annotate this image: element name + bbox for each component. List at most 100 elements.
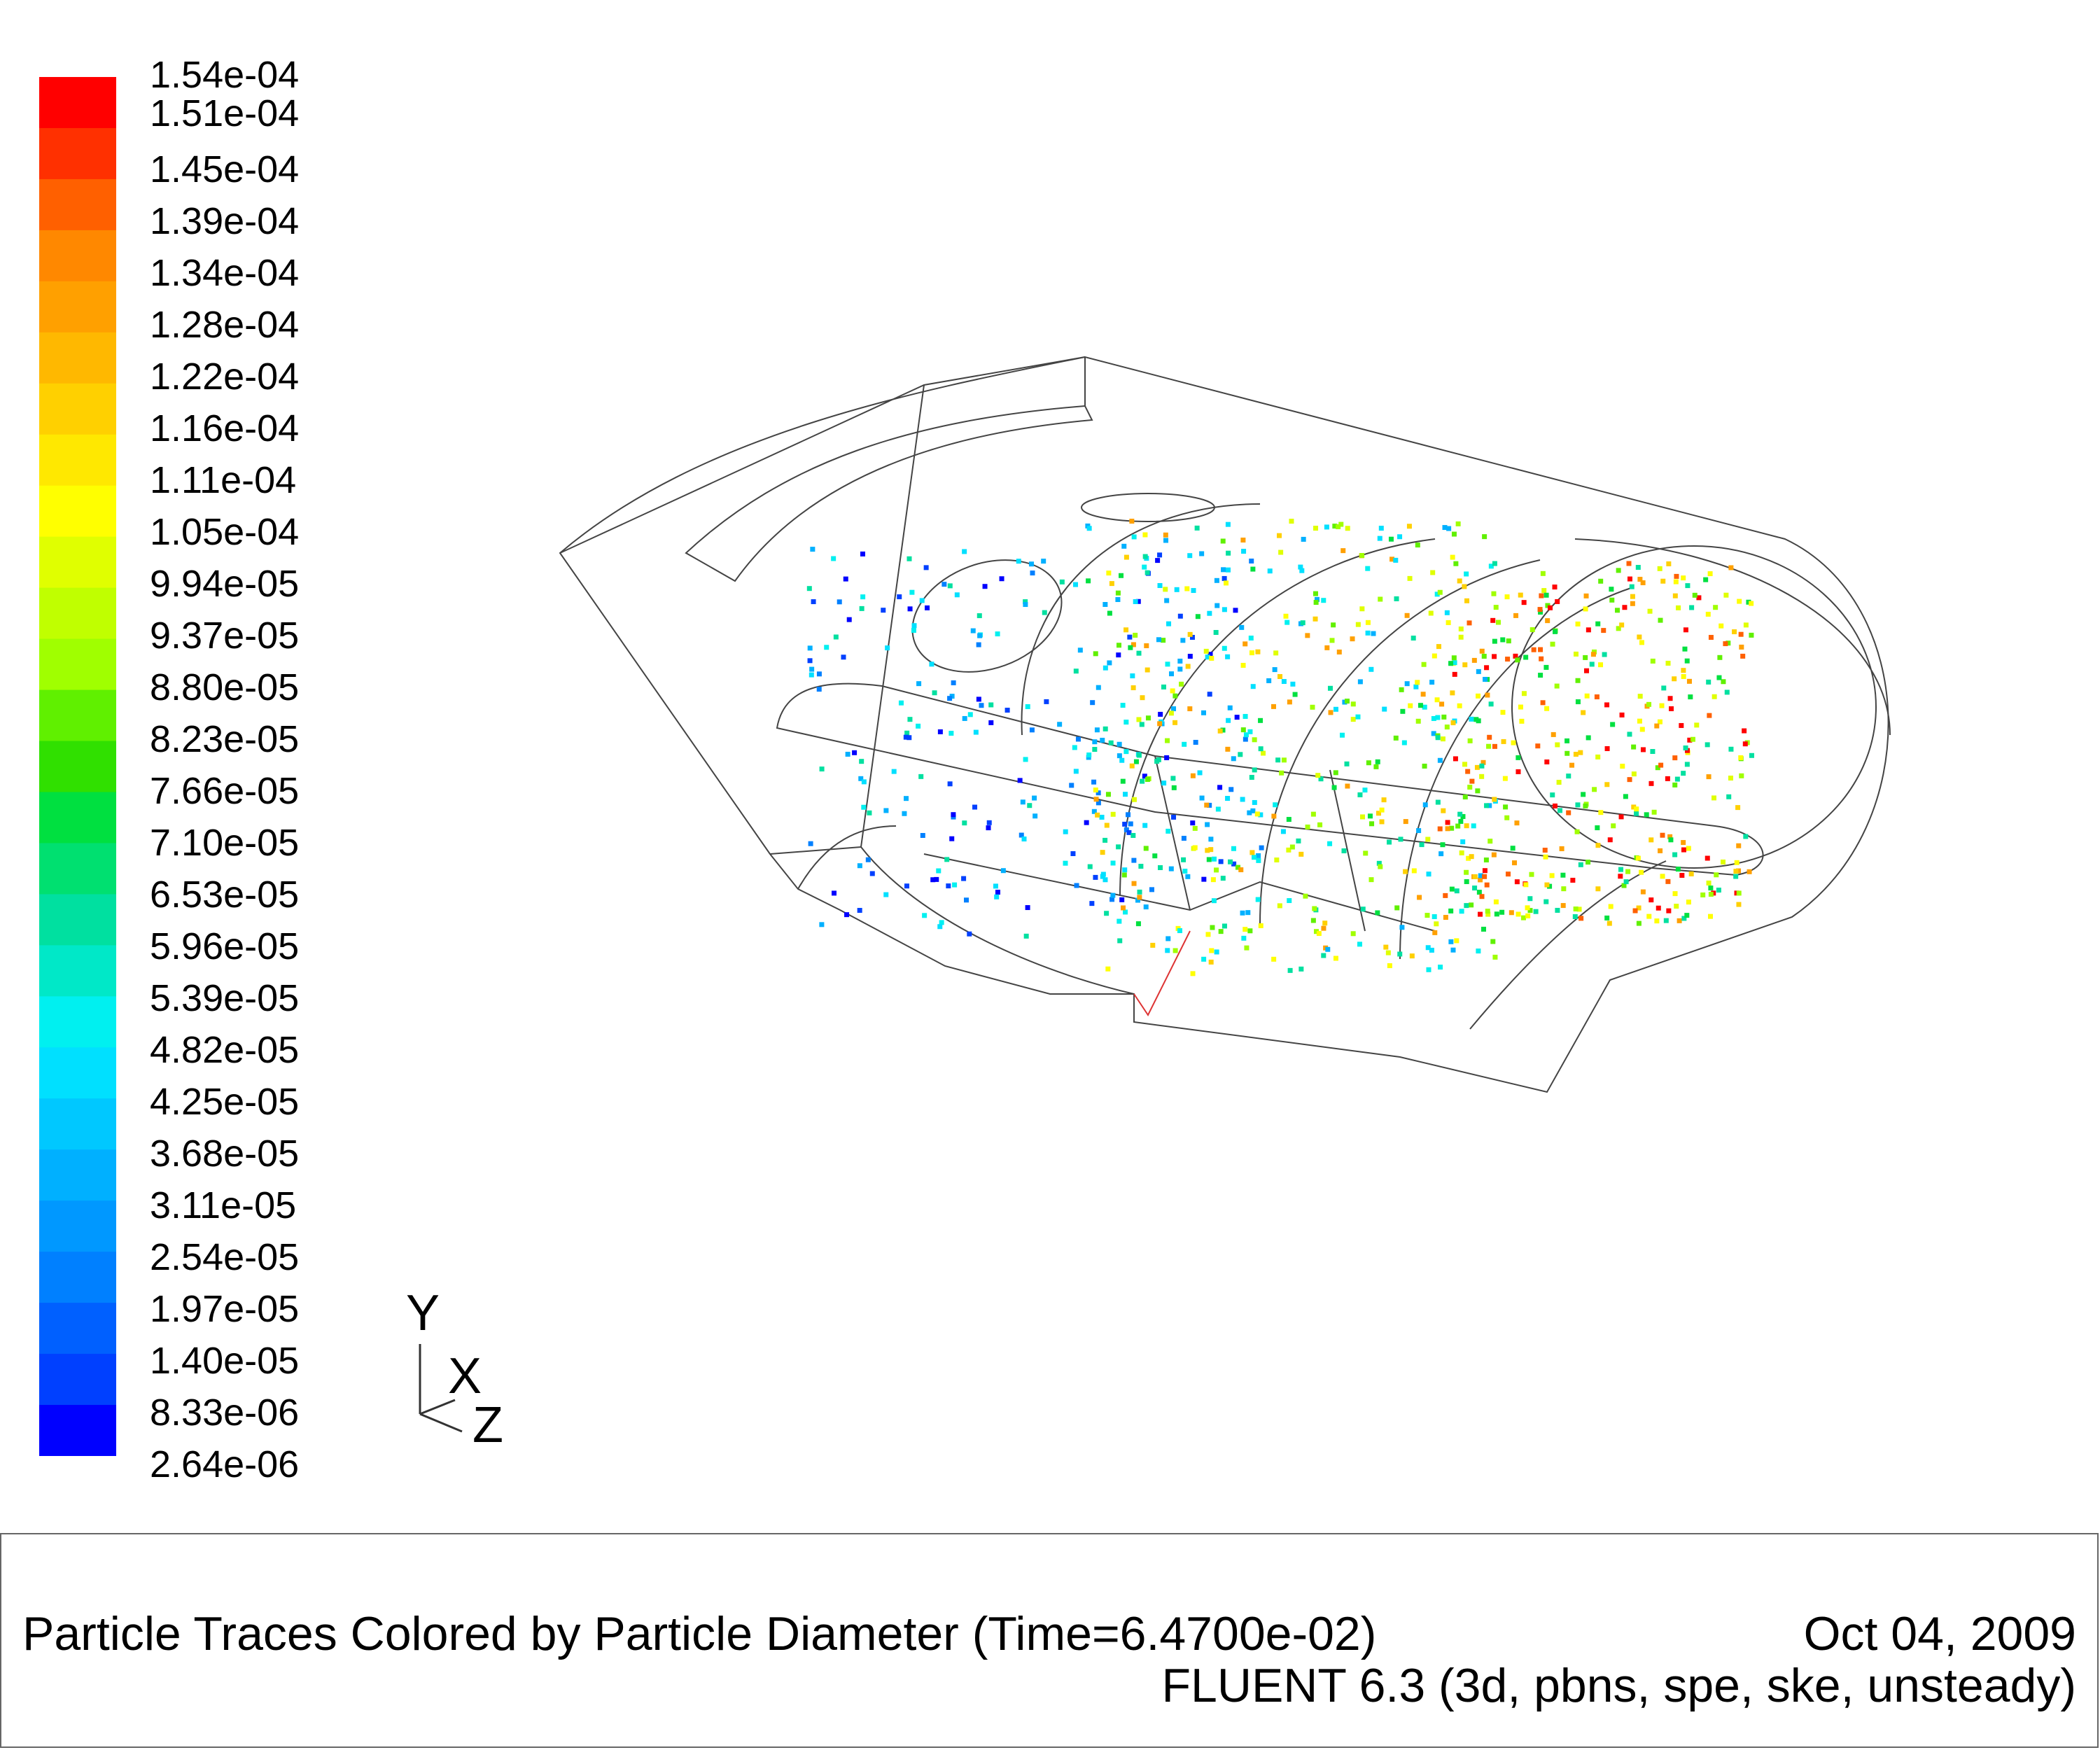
particle: [1400, 708, 1406, 714]
particle: [1525, 913, 1531, 918]
particle: [1492, 654, 1497, 659]
particle: [1544, 706, 1550, 711]
particle: [1475, 788, 1480, 794]
particle: [1189, 634, 1195, 640]
particle: [1494, 911, 1499, 917]
legend-label: 6.53e-05: [150, 874, 300, 916]
particle: [819, 766, 825, 772]
particle: [1057, 722, 1063, 727]
particle: [944, 857, 950, 862]
particle: [986, 820, 992, 825]
particle: [1516, 911, 1521, 917]
legend-label: 5.96e-05: [150, 925, 300, 967]
particle: [843, 576, 848, 582]
particle: [883, 892, 889, 897]
particle: [1559, 846, 1564, 851]
particle: [1185, 874, 1191, 879]
legend-label: 8.33e-06: [150, 1392, 300, 1434]
particle: [1432, 914, 1437, 920]
particle: [1684, 658, 1690, 664]
particle: [1154, 759, 1160, 764]
particle: [1543, 854, 1548, 860]
particle: [1206, 857, 1212, 862]
particle: [1595, 843, 1601, 848]
internal-plate: [776, 682, 1764, 876]
axis-z-label: Z: [472, 1397, 503, 1453]
particle: [1564, 738, 1570, 743]
particle: [1129, 519, 1135, 524]
particle: [1640, 580, 1646, 586]
particle: [1381, 797, 1387, 803]
particle: [1421, 662, 1427, 667]
particle: [1583, 593, 1589, 598]
particle: [1070, 850, 1076, 856]
particle: [923, 565, 929, 570]
particle: [1310, 811, 1316, 817]
legend-color-segment: [39, 1303, 116, 1355]
legend-color-segment: [39, 945, 116, 997]
particle: [907, 717, 913, 722]
particle: [1359, 814, 1365, 820]
particle: [1448, 939, 1454, 944]
particle: [1273, 802, 1278, 808]
particle: [1143, 846, 1149, 851]
particle: [1548, 605, 1553, 610]
particle: [1478, 877, 1483, 883]
particle: [1321, 925, 1326, 931]
particle: [1637, 577, 1643, 582]
particle: [1409, 953, 1415, 959]
particle: [1488, 839, 1493, 844]
inner-edge: [860, 384, 925, 848]
particle: [1235, 864, 1240, 870]
particle: [1116, 753, 1122, 759]
particle: [1163, 532, 1168, 538]
particle: [1411, 868, 1417, 874]
particle: [1393, 735, 1399, 741]
particle: [1504, 815, 1510, 820]
particle: [1163, 587, 1168, 592]
legend-color-segment: [39, 792, 116, 844]
particle: [1359, 553, 1365, 559]
particle: [1166, 621, 1172, 626]
particle: [861, 804, 867, 810]
particle: [916, 723, 921, 729]
particle: [881, 608, 886, 613]
particle: [1286, 847, 1292, 853]
legend-color-segment: [39, 1200, 116, 1253]
particle: [1476, 693, 1481, 699]
particle: [1716, 888, 1721, 893]
particle: [1634, 806, 1639, 812]
legend-label: 5.39e-05: [150, 977, 300, 1019]
particle: [1158, 864, 1163, 870]
particle: [1437, 826, 1443, 832]
particle: [1479, 774, 1485, 779]
particle: [941, 582, 947, 587]
lower-curve-2: [797, 825, 897, 890]
particle: [1637, 694, 1643, 699]
particle: [1214, 578, 1219, 583]
particle: [1723, 641, 1728, 647]
particle: [1170, 688, 1175, 694]
particle: [1122, 821, 1128, 827]
particle: [1573, 651, 1578, 657]
particle: [1749, 601, 1754, 606]
particle: [934, 876, 939, 882]
particle: [1301, 536, 1306, 542]
particle: [1736, 902, 1742, 907]
particle: [1598, 662, 1604, 668]
particle: [1604, 915, 1610, 920]
particle: [1100, 874, 1105, 879]
particle: [1484, 665, 1490, 671]
particle: [1733, 869, 1739, 874]
particle: [1365, 630, 1371, 636]
particle: [1240, 910, 1245, 916]
particle: [1640, 889, 1646, 895]
particle: [1569, 762, 1575, 768]
particle: [1333, 706, 1338, 712]
particle: [1455, 521, 1461, 526]
particle: [1240, 727, 1246, 733]
footer-caption-box: Particle Traces Colored by Particle Diam…: [0, 1533, 2099, 1748]
particle: [1416, 828, 1422, 834]
particle: [1525, 905, 1530, 911]
particle: [972, 804, 978, 810]
